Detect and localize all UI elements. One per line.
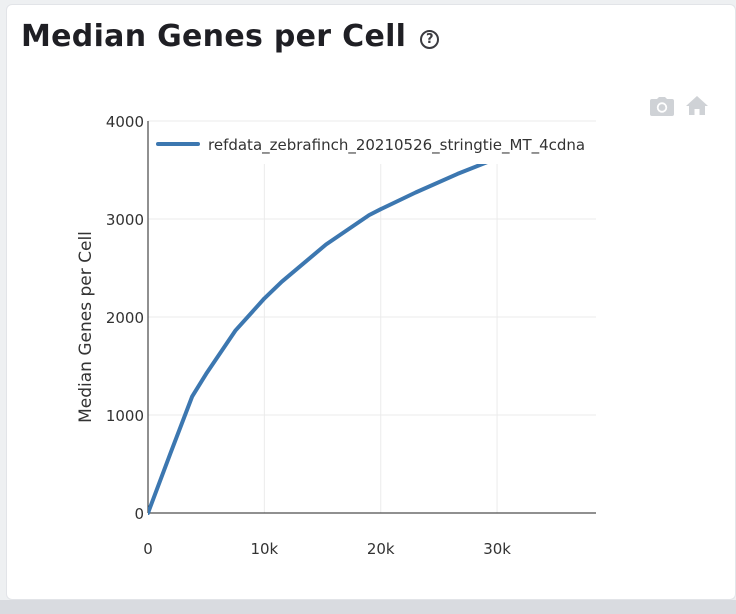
page-title: Median Genes per Cell <box>21 19 407 54</box>
y-tick-label-1: 1000 <box>106 407 144 425</box>
genes-per-cell-chart: 0 1000 2000 3000 4000 0 10k 20k 30k Median Genes … <box>76 113 606 558</box>
home-icon[interactable] <box>686 96 708 116</box>
x-tick-label-2: 20k <box>367 540 395 558</box>
question-circle-icon[interactable]: ? <box>420 30 440 49</box>
y-axis-title: Median Genes per Cell <box>76 231 96 423</box>
x-tick-label-0: 0 <box>143 540 153 558</box>
title-row: Median Genes per Cell ? <box>21 19 440 54</box>
y-tick-label-0: 0 <box>134 505 144 523</box>
y-tick-label-3: 3000 <box>106 211 144 229</box>
series-line-0 <box>148 163 491 515</box>
x-tick-label-3: 30k <box>483 540 511 558</box>
y-tick-label-2: 2000 <box>106 309 144 327</box>
chart-card <box>6 4 736 600</box>
camera-icon[interactable] <box>650 96 674 116</box>
legend-label-0: refdata_zebrafinch_20210526_stringtie_MT… <box>208 136 585 155</box>
x-tick-label-1: 10k <box>250 540 278 558</box>
legend-box <box>150 122 606 164</box>
chart-modebar <box>650 96 708 116</box>
taskbar-strip <box>0 600 736 614</box>
y-tick-label-4: 4000 <box>106 113 144 131</box>
